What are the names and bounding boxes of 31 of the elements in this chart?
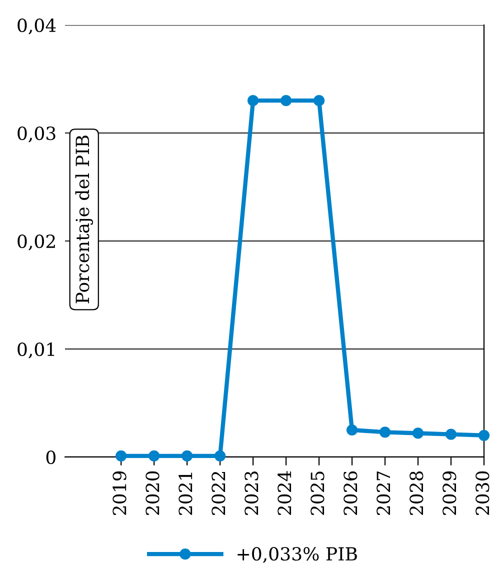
- point: [478, 430, 490, 441]
- y-tick-label: 0,04: [18, 18, 56, 34]
- point: [346, 424, 358, 436]
- y-axis-title: Porcentaje del PIB: [75, 136, 93, 304]
- point: [412, 428, 424, 439]
- point: [248, 95, 259, 106]
- x-tick-label: 2030: [476, 471, 490, 515]
- x-tick-label: 2025: [310, 472, 324, 515]
- x-tick-label: 2027: [376, 472, 390, 515]
- x-tick-label: 2026: [344, 471, 358, 515]
- y-tick-label: 0,03: [18, 126, 56, 142]
- x-tick-label: 2029: [442, 471, 456, 515]
- x-tick-label: 2028: [410, 471, 424, 515]
- x-tick-label: 2022: [212, 472, 226, 515]
- point: [148, 450, 160, 462]
- point: [214, 450, 226, 462]
- point: [313, 95, 325, 106]
- x-tick-label: 2019: [112, 471, 126, 515]
- x-tick-label: 2020: [146, 471, 160, 515]
- y-tick-label: 0,02: [18, 234, 55, 250]
- point: [445, 428, 457, 440]
- x-tick-label: 2023: [244, 472, 258, 515]
- point: [182, 450, 193, 462]
- point: [379, 426, 391, 438]
- x-tick-label: 2021: [178, 472, 192, 515]
- y-tick-label: 0,01: [18, 342, 54, 358]
- point: [280, 95, 292, 106]
- y-tick-label: 0: [46, 450, 56, 464]
- x-tick-label: 2024: [278, 471, 292, 515]
- point: [116, 450, 127, 462]
- legend-label: +0,033% PIB: [238, 547, 357, 563]
